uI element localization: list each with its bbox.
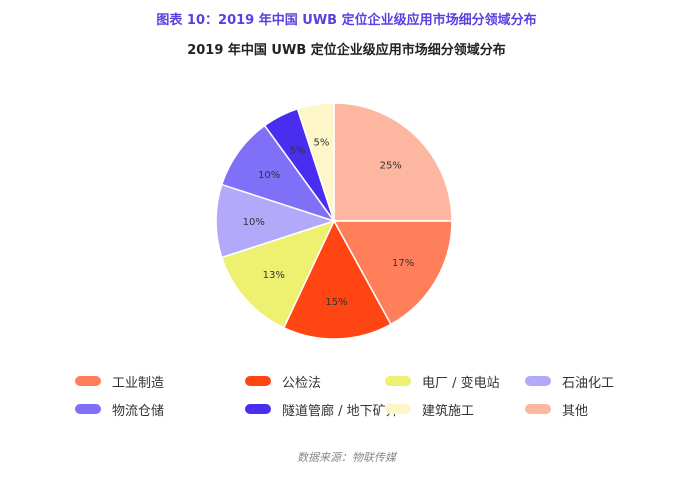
pie-label-2: 13%: [263, 270, 285, 281]
legend-swatch: [245, 376, 271, 386]
pie-label-6: 5%: [313, 138, 329, 149]
pie-label-7: 25%: [380, 160, 402, 171]
pie-slice-2: [220, 219, 336, 329]
legend-swatch: [75, 376, 101, 386]
pie-slice-0: [332, 220, 453, 326]
legend-swatch: [75, 404, 101, 414]
data-source: 数据来源：物联传媒: [297, 451, 396, 464]
pie-slice-4: [220, 124, 336, 223]
chart-title: 2019 年中国 UWB 定位企业级应用市场细分领域分布: [187, 43, 506, 58]
legend-label: 工业制造: [112, 375, 165, 391]
legend-label: 电厂 / 变电站: [422, 375, 500, 391]
legend-item: 物流仓储: [75, 400, 245, 419]
legend-item: 工业制造: [75, 372, 245, 391]
legend-swatch: [385, 404, 411, 414]
legend-item: 其他: [525, 400, 635, 419]
legend-label: 其他: [562, 403, 589, 419]
legend-label: 建筑施工: [422, 403, 475, 419]
legend-label: 石油化工: [562, 375, 615, 391]
pie-label-0: 17%: [392, 258, 414, 269]
pie-slice-6: [296, 102, 335, 222]
legend-swatch: [525, 376, 551, 386]
pie-label-1: 15%: [325, 297, 347, 308]
legend-swatch: [245, 404, 271, 414]
legend: 工业制造 公检法 电厂 / 变电站 石油化工物流仓储 隧道管廊 / 地下矿井 建筑施工 其他: [75, 372, 635, 419]
pie-chart: 25% 17% 15% 13% 10% 10% 5% 5%: [215, 102, 453, 340]
legend-item: 公检法: [245, 372, 385, 391]
legend-item: 建筑施工: [385, 400, 525, 419]
pie-label-5: 5%: [290, 146, 306, 157]
pie-slice-1: [282, 219, 392, 340]
legend-item: 隧道管廊 / 地下矿井: [245, 400, 399, 419]
figure-caption: 图表 10：2019 年中国 UWB 定位企业级应用市场细分领域分布: [156, 13, 537, 28]
legend-label: 公检法: [282, 375, 322, 391]
legend-label: 物流仓储: [112, 403, 165, 419]
pie-label-3: 10%: [243, 217, 265, 228]
legend-label: 隧道管廊 / 地下矿井: [282, 403, 399, 419]
legend-swatch: [385, 376, 411, 386]
legend-swatch: [525, 404, 551, 414]
legend-item: 石油化工: [525, 372, 635, 391]
legend-item: 电厂 / 变电站: [385, 372, 525, 391]
pie-slice-3: [215, 183, 337, 259]
pie-label-4: 10%: [258, 170, 280, 181]
pie-slice-7: [333, 102, 453, 222]
